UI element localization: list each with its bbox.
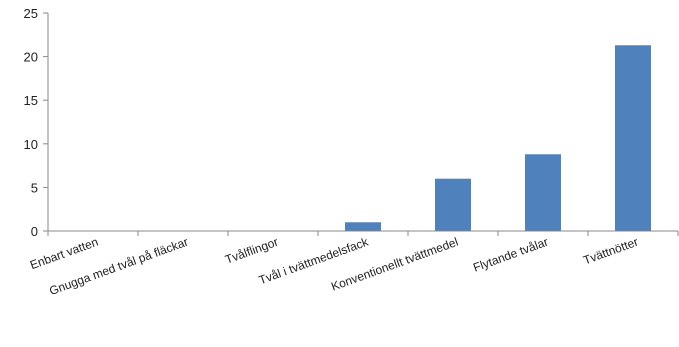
category-label: Tvättnötter xyxy=(581,235,640,268)
y-tick-label: 25 xyxy=(24,6,38,21)
y-tick-label: 15 xyxy=(24,93,38,108)
bars xyxy=(345,45,651,231)
y-axis-tick-labels: 0 5 10 15 20 25 xyxy=(24,6,38,239)
y-tick-label: 5 xyxy=(31,180,38,195)
category-label: Tvålflingor xyxy=(223,235,280,267)
y-tick-label: 10 xyxy=(24,137,38,152)
x-axis-ticks xyxy=(47,231,679,236)
bar xyxy=(345,222,381,231)
bar xyxy=(435,178,471,231)
y-tick-label: 0 xyxy=(31,224,38,239)
category-label: Enbart vatten xyxy=(28,235,100,273)
y-axis-ticks xyxy=(43,12,48,232)
bar xyxy=(525,154,561,231)
bar xyxy=(615,45,651,231)
category-label: Flytande tvålar xyxy=(471,235,550,275)
y-tick-label: 20 xyxy=(24,50,38,65)
